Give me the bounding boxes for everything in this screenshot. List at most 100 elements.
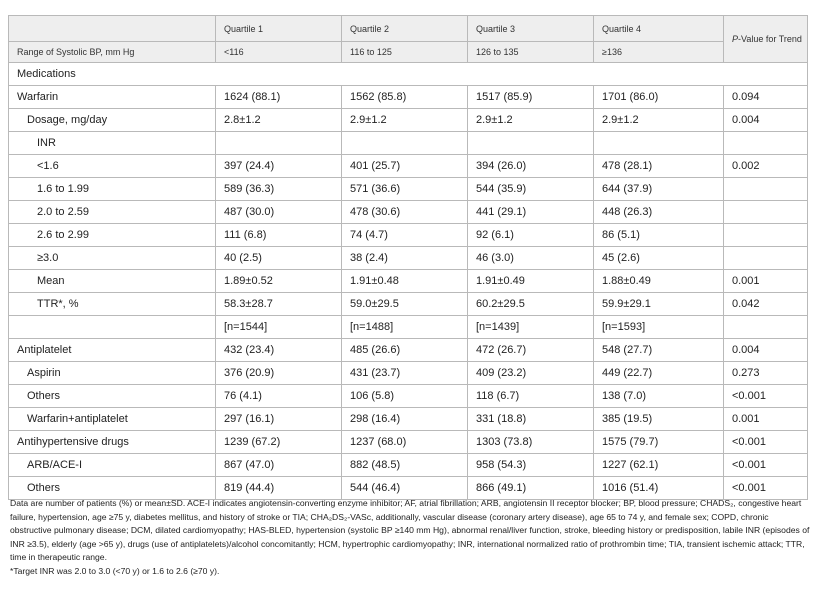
table-row: Medications — [8, 62, 808, 86]
header-blank-cell — [8, 15, 216, 42]
table-row: INR — [8, 131, 808, 155]
header-quartile-3: Quartile 3 — [467, 15, 594, 42]
cell-quartile-3: 2.9±1.2 — [467, 108, 594, 132]
cell-quartile-1: 40 (2.5) — [215, 246, 342, 270]
row-label: Warfarin — [8, 85, 216, 109]
cell-quartile-2: 544 (46.4) — [341, 476, 468, 500]
cell-quartile-1: 376 (20.9) — [215, 361, 342, 385]
cell-quartile-2: 1237 (68.0) — [341, 430, 468, 454]
table-row: Antiplatelet 432 (23.4) 485 (26.6) 472 (26.… — [8, 338, 808, 362]
cell-pvalue: <0.001 — [723, 384, 808, 408]
cell-quartile-3: 472 (26.7) — [467, 338, 594, 362]
cell-quartile-1 — [215, 131, 342, 155]
cell-pvalue: 0.273 — [723, 361, 808, 385]
cell-quartile-1: 867 (47.0) — [215, 453, 342, 477]
table-row: Warfarin 1624 (88.1) 1562 (85.8) 1517 (85.9… — [8, 85, 808, 109]
cell-quartile-1: 76 (4.1) — [215, 384, 342, 408]
row-label: <1.6 — [8, 154, 216, 178]
cell-quartile-2: 1.91±0.48 — [341, 269, 468, 293]
header-quartile-2: Quartile 2 — [341, 15, 468, 42]
cell-quartile-3: 331 (18.8) — [467, 407, 594, 431]
row-label: Dosage, mg/day — [8, 108, 216, 132]
header-quartile-1: Quartile 1 — [215, 15, 342, 42]
cell-quartile-4: 644 (37.9) — [593, 177, 724, 201]
cell-pvalue — [723, 246, 808, 270]
cell-pvalue — [723, 200, 808, 224]
cell-pvalue — [723, 315, 808, 339]
table-row: [n=1544] [n=1488] [n=1439] [n=1593] — [8, 315, 808, 339]
row-label: ≥3.0 — [8, 246, 216, 270]
table-row: Dosage, mg/day 2.8±1.2 2.9±1.2 2.9±1.2 2.9±1… — [8, 108, 808, 132]
cell-quartile-2: 571 (36.6) — [341, 177, 468, 201]
header-row-ranges: Range of Systolic BP, mm Hg <116 116 to … — [8, 41, 808, 63]
cell-quartile-4: 45 (2.6) — [593, 246, 724, 270]
header-range-1: <116 — [215, 41, 342, 63]
cell-quartile-2 — [341, 131, 468, 155]
cell-quartile-1: 58.3±28.7 — [215, 292, 342, 316]
cell-quartile-4: 1.88±0.49 — [593, 269, 724, 293]
cell-quartile-3: 958 (54.3) — [467, 453, 594, 477]
cell-quartile-1: 487 (30.0) — [215, 200, 342, 224]
header-pvalue-rest: -Value for Trend — [738, 33, 802, 44]
cell-quartile-2: 431 (23.7) — [341, 361, 468, 385]
row-label: INR — [8, 131, 216, 155]
cell-quartile-1: 819 (44.4) — [215, 476, 342, 500]
cell-pvalue — [723, 177, 808, 201]
header-range-label: Range of Systolic BP, mm Hg — [8, 41, 216, 63]
cell-quartile-4: 86 (5.1) — [593, 223, 724, 247]
cell-pvalue: <0.001 — [723, 453, 808, 477]
header-row-quartiles: Quartile 1 Quartile 2 Quartile 3 Quartil… — [8, 15, 808, 63]
cell-pvalue: <0.001 — [723, 430, 808, 454]
cell-quartile-1: 432 (23.4) — [215, 338, 342, 362]
table-row: Warfarin+antiplatelet 297 (16.1) 298 (16.4… — [8, 407, 808, 431]
row-label: Others — [8, 476, 216, 500]
cell-quartile-3: 118 (6.7) — [467, 384, 594, 408]
cell-quartile-3: 60.2±29.5 — [467, 292, 594, 316]
cell-pvalue — [723, 131, 808, 155]
cell-pvalue: 0.001 — [723, 407, 808, 431]
table-row: Others 76 (4.1) 106 (5.8) 118 (6.7) 138 (7.0… — [8, 384, 808, 408]
cell-quartile-2: 401 (25.7) — [341, 154, 468, 178]
cell-quartile-3: 1303 (73.8) — [467, 430, 594, 454]
table-row: Antihypertensive drugs 1239 (67.2) 1237 (6… — [8, 430, 808, 454]
cell-quartile-4: 449 (22.7) — [593, 361, 724, 385]
cell-quartile-4: 1016 (51.4) — [593, 476, 724, 500]
cell-quartile-3: 409 (23.2) — [467, 361, 594, 385]
cell-quartile-4: 448 (26.3) — [593, 200, 724, 224]
cell-quartile-3: 544 (35.9) — [467, 177, 594, 201]
row-label: 2.6 to 2.99 — [8, 223, 216, 247]
header-range-4: ≥136 — [593, 41, 724, 63]
header-quartile-4: Quartile 4 — [593, 15, 724, 42]
row-label: Warfarin+antiplatelet — [8, 407, 216, 431]
cell-quartile-2: 74 (4.7) — [341, 223, 468, 247]
table-row: Aspirin 376 (20.9) 431 (23.7) 409 (23.2) 449… — [8, 361, 808, 385]
cell-quartile-3: 1.91±0.49 — [467, 269, 594, 293]
header-range-3: 126 to 135 — [467, 41, 594, 63]
row-label: 2.0 to 2.59 — [8, 200, 216, 224]
row-label: Antihypertensive drugs — [8, 430, 216, 454]
row-label: ARB/ACE-I — [8, 453, 216, 477]
cell-pvalue: 0.042 — [723, 292, 808, 316]
table-row: TTR*, % 58.3±28.7 59.0±29.5 60.2±29.5 59.9±2… — [8, 292, 808, 316]
header-pvalue-p: P — [732, 33, 739, 44]
cell-quartile-2: 298 (16.4) — [341, 407, 468, 431]
cell-quartile-4: 1575 (79.7) — [593, 430, 724, 454]
table-row: 2.6 to 2.99 111 (6.8) 74 (4.7) 92 (6.1) 86 (… — [8, 223, 808, 247]
cell-pvalue: 0.001 — [723, 269, 808, 293]
cell-quartile-1: 111 (6.8) — [215, 223, 342, 247]
table-row: ≥3.0 40 (2.5) 38 (2.4) 46 (3.0) 45 (2.6) — [8, 246, 808, 270]
cell-pvalue — [723, 223, 808, 247]
cell-quartile-2: 2.9±1.2 — [341, 108, 468, 132]
cell-quartile-4: 1701 (86.0) — [593, 85, 724, 109]
table-container: Quartile 1 Quartile 2 Quartile 3 Quartil… — [8, 15, 808, 500]
cell-quartile-3: 441 (29.1) — [467, 200, 594, 224]
cell-quartile-3: [n=1439] — [467, 315, 594, 339]
row-label — [8, 315, 216, 339]
table-row: <1.6 397 (24.4) 401 (25.7) 394 (26.0) 478 (2… — [8, 154, 808, 178]
cell-quartile-3: 92 (6.1) — [467, 223, 594, 247]
cell-quartile-3 — [467, 131, 594, 155]
footnotes: Data are number of patients (%) or mean±… — [10, 497, 810, 579]
cell-quartile-4: 385 (19.5) — [593, 407, 724, 431]
row-label: Aspirin — [8, 361, 216, 385]
cell-quartile-1: 1239 (67.2) — [215, 430, 342, 454]
